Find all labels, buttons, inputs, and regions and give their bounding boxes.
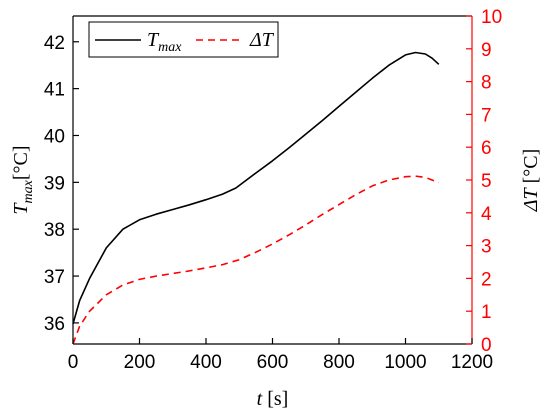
x-tick-label: 1200 <box>451 352 493 373</box>
y-left-tick-label: 37 <box>44 267 65 288</box>
y-left-axis-title-unit: [°C] <box>10 145 32 180</box>
x-tick-label: 800 <box>323 352 355 373</box>
y-left-tick-label: 41 <box>44 80 65 101</box>
y-right-tick-label: 6 <box>481 138 492 159</box>
y-left-axis-title: Tmax[°C] <box>10 145 36 214</box>
y-right-tick-label: 5 <box>481 171 492 192</box>
y-right-tick-label: 1 <box>481 302 492 323</box>
y-right-tick-label: 4 <box>481 204 492 225</box>
series-line-tmax <box>72 51 440 325</box>
legend-label-tmax-sub: max <box>158 40 182 55</box>
y-left-tick-label: 39 <box>44 173 65 194</box>
x-axis-title: t [s] <box>257 388 289 410</box>
y-axis-left: 36 37 38 39 40 41 42 Tmax[°C] <box>10 33 79 335</box>
legend-label-tmax-var: T <box>147 29 160 51</box>
y-axis-right: 0 1 2 3 4 5 6 7 8 9 10 ΔT [°C] <box>466 7 542 356</box>
x-tick-label: 1000 <box>384 352 426 373</box>
y-right-tick-label: 10 <box>481 7 502 28</box>
y-right-axis-title: ΔT [°C] <box>520 149 542 213</box>
y-right-axis-title-unit: [°C] <box>520 149 542 189</box>
x-tick-label: 600 <box>257 352 289 373</box>
y-left-tick-label: 38 <box>44 220 65 241</box>
y-right-tick-label: 3 <box>481 237 492 258</box>
x-axis: 0 200 400 600 800 1000 1200 t [s] <box>68 338 493 410</box>
series-line-delta-t <box>72 175 440 345</box>
legend: Tmax ΔT <box>88 21 279 58</box>
plot-frame <box>72 15 473 345</box>
y-right-tick-label: 2 <box>481 269 492 290</box>
x-tick-label: 200 <box>124 352 156 373</box>
y-left-axis-title-var: T <box>10 202 32 215</box>
y-left-tick-label: 40 <box>44 126 65 147</box>
y-left-tick-label: 36 <box>44 314 65 335</box>
y-right-tick-label: 8 <box>481 73 492 94</box>
x-axis-title-var: t <box>257 388 263 410</box>
series-layer <box>72 51 440 345</box>
x-tick-label: 400 <box>190 352 222 373</box>
legend-label-delta-t: ΔT <box>249 29 275 51</box>
y-right-tick-label: 0 <box>481 335 492 356</box>
y-left-tick-label: 42 <box>44 33 65 54</box>
x-axis-title-unit: [s] <box>262 388 288 410</box>
y-right-tick-label: 7 <box>481 105 492 126</box>
y-right-tick-label: 9 <box>481 40 492 61</box>
legend-box <box>88 21 279 58</box>
x-tick-label: 0 <box>68 352 79 373</box>
legend-label-tmax: Tmax <box>147 29 182 55</box>
y-right-axis-title-var: ΔT <box>520 187 542 213</box>
y-left-axis-title-sub: max <box>21 179 36 203</box>
